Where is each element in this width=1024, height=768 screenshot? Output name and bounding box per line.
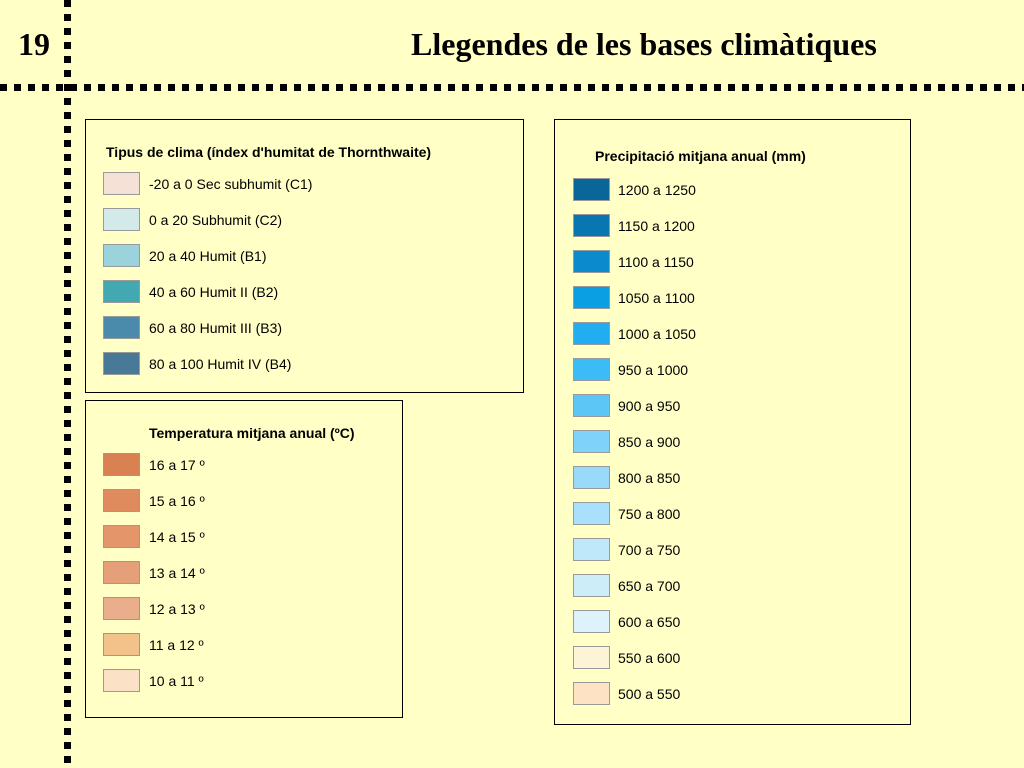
climate-item-label: 40 a 60 Humit II (B2) (149, 284, 279, 300)
temperature-color-swatch (103, 453, 140, 476)
precipitation-legend-item: 650 a 700 (555, 574, 910, 598)
climate-legend-item: 40 a 60 Humit II (B2) (86, 280, 523, 304)
precipitation-item-label: 950 a 1000 (618, 362, 689, 378)
slide-title: Llegendes de les bases climàtiques (411, 26, 877, 62)
precipitation-legend-item: 600 a 650 (555, 610, 910, 634)
temperature-legend-item: 13 a 14 º (86, 561, 402, 585)
precipitation-item-label: 500 a 550 (618, 686, 681, 702)
precipitation-item-label: 900 a 950 (618, 398, 681, 414)
climate-item-label: 60 a 80 Humit III (B3) (149, 320, 283, 336)
temperature-item-label: 12 a 13 º (149, 601, 205, 617)
slide-number: 19 (18, 26, 50, 62)
climate-legend-title: Tipus de clima (índex d'humitat de Thorn… (106, 144, 432, 160)
precipitation-legend-item: 1000 a 1050 (555, 322, 910, 346)
precipitation-item-label: 1100 a 1150 (618, 254, 694, 270)
precipitation-color-swatch (573, 322, 610, 345)
precipitation-item-label: 750 a 800 (618, 506, 681, 522)
temperature-legend-item: 10 a 11 º (86, 669, 402, 693)
climate-legend-item: -20 a 0 Sec subhumit (C1) (86, 172, 523, 196)
precipitation-item-label: 1150 a 1200 (618, 218, 695, 234)
precipitation-legend-item: 700 a 750 (555, 538, 910, 562)
precipitation-color-swatch (573, 502, 610, 525)
precipitation-color-swatch (573, 178, 610, 201)
precipitation-legend-item: 550 a 600 (555, 646, 910, 670)
temperature-color-swatch (103, 633, 140, 656)
climate-color-swatch (103, 316, 140, 339)
temperature-item-label: 10 a 11 º (149, 673, 204, 689)
temperature-color-swatch (103, 525, 140, 548)
precipitation-item-label: 1200 a 1250 (618, 182, 696, 198)
precipitation-item-label: 700 a 750 (618, 542, 681, 558)
precipitation-color-swatch (573, 682, 610, 705)
precipitation-item-label: 650 a 700 (618, 578, 681, 594)
precipitation-item-label: 1000 a 1050 (618, 326, 696, 342)
precipitation-legend-title: Precipitació mitjana anual (mm) (595, 148, 806, 164)
precipitation-legend-item: 500 a 550 (555, 682, 910, 706)
precipitation-legend-item: 950 a 1000 (555, 358, 910, 382)
precipitation-color-swatch (573, 286, 610, 309)
temperature-legend-item: 16 a 17 º (86, 453, 402, 477)
horizontal-dotted-divider (0, 84, 1024, 91)
precipitation-legend-item: 1050 a 1100 (555, 286, 910, 310)
climate-color-swatch (103, 352, 140, 375)
climate-legend-panel: Tipus de clima (índex d'humitat de Thorn… (85, 119, 524, 393)
precipitation-color-swatch (573, 358, 610, 381)
temperature-item-label: 16 a 17 º (149, 457, 205, 473)
climate-item-label: -20 a 0 Sec subhumit (C1) (149, 176, 313, 192)
temperature-legend-item: 11 a 12 º (86, 633, 402, 657)
precipitation-color-swatch (573, 394, 610, 417)
temperature-item-label: 15 a 16 º (149, 493, 205, 509)
temperature-legend-item: 14 a 15 º (86, 525, 402, 549)
temperature-color-swatch (103, 597, 140, 620)
climate-color-swatch (103, 172, 140, 195)
precipitation-legend-item: 800 a 850 (555, 466, 910, 490)
precipitation-item-label: 800 a 850 (618, 470, 681, 486)
precipitation-color-swatch (573, 610, 610, 633)
precipitation-legend-panel: Precipitació mitjana anual (mm) 1200 a 1… (554, 119, 911, 725)
precipitation-legend-item: 900 a 950 (555, 394, 910, 418)
precipitation-item-label: 1050 a 1100 (618, 290, 695, 306)
temperature-legend-title: Temperatura mitjana anual (ºC) (149, 425, 355, 441)
climate-legend-item: 0 a 20 Subhumit (C2) (86, 208, 523, 232)
temperature-legend-item: 15 a 16 º (86, 489, 402, 513)
precipitation-legend-item: 750 a 800 (555, 502, 910, 526)
temperature-item-label: 11 a 12 º (149, 637, 204, 653)
climate-item-label: 80 a 100 Humit IV (B4) (149, 356, 292, 372)
temperature-item-label: 14 a 15 º (149, 529, 205, 545)
precipitation-legend-item: 1100 a 1150 (555, 250, 910, 274)
temperature-legend-panel: Temperatura mitjana anual (ºC) 16 a 17 º… (85, 400, 403, 718)
climate-legend-item: 20 a 40 Humit (B1) (86, 244, 523, 268)
precipitation-color-swatch (573, 574, 610, 597)
temperature-color-swatch (103, 489, 140, 512)
vertical-dotted-divider (64, 0, 71, 768)
temperature-item-label: 13 a 14 º (149, 565, 205, 581)
temperature-legend-item: 12 a 13 º (86, 597, 402, 621)
precipitation-color-swatch (573, 466, 610, 489)
precipitation-item-label: 850 a 900 (618, 434, 681, 450)
temperature-color-swatch (103, 669, 140, 692)
climate-color-swatch (103, 280, 140, 303)
precipitation-color-swatch (573, 250, 610, 273)
precipitation-color-swatch (573, 646, 610, 669)
temperature-color-swatch (103, 561, 140, 584)
precipitation-color-swatch (573, 538, 610, 561)
precipitation-legend-item: 1150 a 1200 (555, 214, 910, 238)
precipitation-color-swatch (573, 430, 610, 453)
climate-legend-item: 60 a 80 Humit III (B3) (86, 316, 523, 340)
climate-legend-item: 80 a 100 Humit IV (B4) (86, 352, 523, 376)
precipitation-legend-item: 850 a 900 (555, 430, 910, 454)
climate-item-label: 20 a 40 Humit (B1) (149, 248, 267, 264)
precipitation-legend-item: 1200 a 1250 (555, 178, 910, 202)
climate-item-label: 0 a 20 Subhumit (C2) (149, 212, 283, 228)
precipitation-item-label: 550 a 600 (618, 650, 681, 666)
precipitation-color-swatch (573, 214, 610, 237)
climate-color-swatch (103, 208, 140, 231)
precipitation-item-label: 600 a 650 (618, 614, 681, 630)
climate-color-swatch (103, 244, 140, 267)
